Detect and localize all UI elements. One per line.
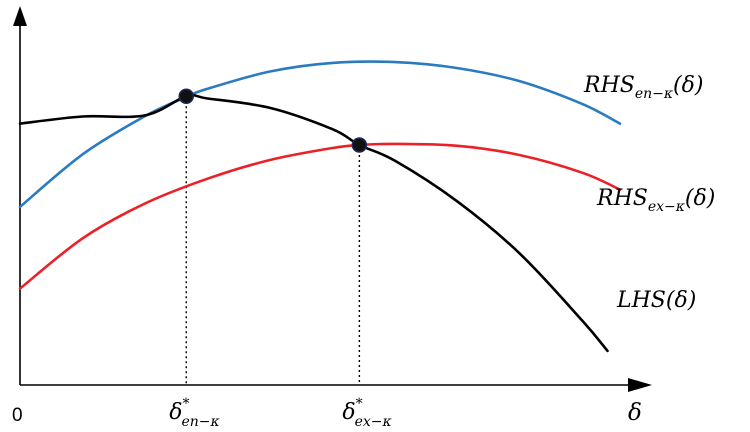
series-2-label-tail: (δ) [666, 288, 696, 313]
x-axis-label: δ [628, 400, 642, 426]
intersection-0-label-sup: * [183, 396, 190, 412]
series-2-label-main: LHS [616, 288, 666, 313]
x-axis-arrow [628, 378, 652, 392]
series-2-label: LHS(δ) [616, 288, 696, 313]
intersection-0-point [178, 88, 194, 104]
intersection-1-label: δ* ex−κ [342, 396, 391, 430]
intersection-0-label-main: δ [169, 400, 182, 425]
intersection-1-label-main: δ [342, 400, 355, 425]
series-0-line [18, 60, 622, 209]
series-2-line [18, 93, 609, 353]
series-0-label-main: RHS [583, 73, 635, 98]
series-1-line [18, 142, 622, 290]
series-1-label: RHSex−κ(δ) [596, 186, 715, 215]
series-1-label-tail: (δ) [685, 186, 715, 211]
series-0-label: RHSen−κ(δ) [583, 73, 703, 102]
intersection-1-label-sup: * [356, 396, 363, 412]
series-0-label-tail: (δ) [673, 73, 703, 98]
intersection-0-label-sub: en−κ [182, 414, 220, 430]
intersection-1-point [351, 137, 368, 153]
intersection-1-label-sub: ex−κ [355, 414, 392, 430]
origin-label: 0 [12, 405, 23, 426]
intersection-0-label: δ* en−κ [169, 396, 219, 430]
series-1-label-main: RHS [596, 186, 648, 211]
y-axis-arrow [13, 6, 27, 26]
series-0-label-sub: en−κ [635, 86, 673, 102]
series-1-label-sub: ex−κ [648, 199, 685, 215]
